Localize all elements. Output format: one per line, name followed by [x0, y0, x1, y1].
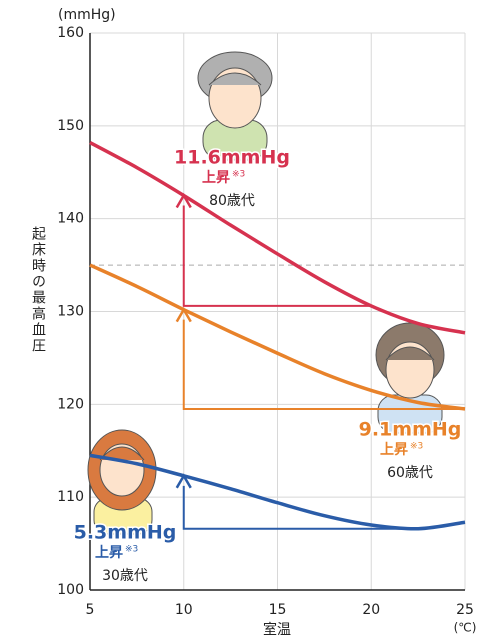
face-80s [197, 51, 273, 161]
face-30s [87, 429, 157, 535]
series-name: 30歳代 [102, 568, 148, 584]
x-tick-label: 20 [362, 602, 380, 618]
y-tick-label: 140 [57, 211, 84, 227]
x-tick-label: 15 [269, 602, 287, 618]
rise-value: 11.6mmHg [174, 147, 290, 169]
y-tick-label: 150 [57, 118, 84, 134]
rise-note: ※3 [410, 442, 423, 452]
series-name: 80歳代 [209, 193, 255, 209]
grid: 100 110 120 130 140 150 160 5 10 15 20 25 [57, 25, 474, 618]
y-tick-label: 130 [57, 304, 84, 320]
y-tick-label: 110 [57, 489, 84, 505]
y-axis-label: 起床時の最高血圧 [30, 226, 46, 354]
rise-value: 9.1mmHg [359, 419, 462, 441]
x-unit: (℃) [454, 621, 477, 635]
rise-label: 上昇 [380, 442, 408, 458]
x-tick-label: 25 [456, 602, 474, 618]
x-tick-label: 5 [86, 602, 95, 618]
y-unit: (mmHg) [58, 7, 116, 23]
face-60s [375, 322, 445, 434]
rise-label: 上昇 [202, 170, 230, 186]
rise-label: 上昇 [95, 545, 123, 561]
marks [89, 140, 466, 531]
x-tick-label: 10 [175, 602, 193, 618]
rise-bracket [182, 319, 465, 410]
rise-value: 5.3mmHg [74, 522, 177, 544]
series-line [89, 453, 466, 531]
y-tick-label: 160 [57, 25, 84, 41]
series-line [89, 140, 466, 335]
rise-bracket [182, 205, 372, 307]
series-name: 60歳代 [387, 465, 433, 481]
rise-note: ※3 [125, 545, 138, 555]
y-tick-label: 120 [57, 396, 84, 412]
y-tick-label: 100 [57, 582, 84, 598]
x-axis-label: 室温 [263, 621, 291, 636]
rise-note: ※3 [232, 170, 245, 180]
series-line [89, 263, 466, 411]
rise-bracket [182, 485, 419, 530]
